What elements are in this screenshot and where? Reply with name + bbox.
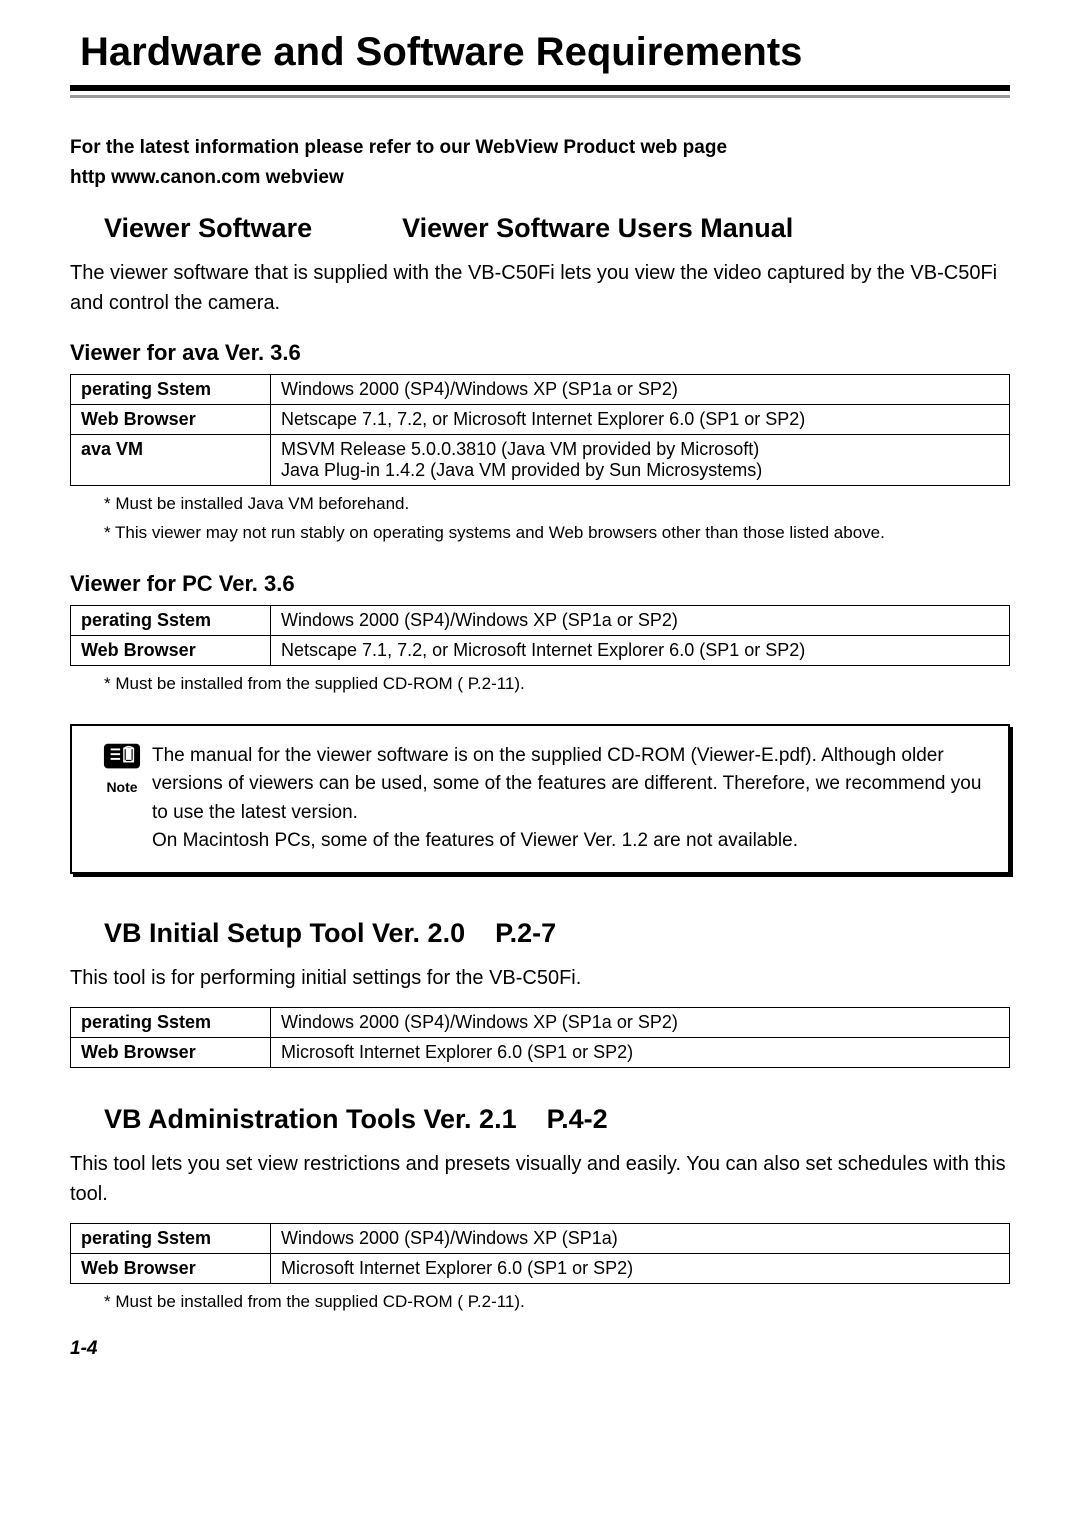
pc-note-1: * Must be installed from the supplied CD… <box>70 672 1010 696</box>
java-viewer-title: Viewer for ava Ver. 3.6 <box>70 340 1010 366</box>
table-row: perating Sstem Windows 2000 (SP4)/Window… <box>71 1223 1010 1253</box>
cell-label: Web Browser <box>71 1037 271 1067</box>
diamond-icon <box>66 919 94 947</box>
admin-note-1: * Must be installed from the supplied CD… <box>70 1290 1010 1314</box>
diamond-icon <box>66 1105 94 1133</box>
intro-line-1: For the latest information please refer … <box>70 134 1010 163</box>
cell-label: perating Sstem <box>71 1007 271 1037</box>
cell-label: ava VM <box>71 434 271 485</box>
setup-tool-heading: VB Initial Setup Tool Ver. 2.0 P.2-7 <box>70 918 1010 949</box>
setup-tool-pref: P.2-7 <box>495 918 556 949</box>
pc-viewer-table: perating Sstem Windows 2000 (SP4)/Window… <box>70 605 1010 666</box>
cell-label: Web Browser <box>71 404 271 434</box>
pc-viewer-title: Viewer for PC Ver. 3.6 <box>70 571 1010 597</box>
cell-value: Windows 2000 (SP4)/Windows XP (SP1a or S… <box>271 374 1010 404</box>
note-icon-wrap: Note <box>92 742 152 856</box>
table-row: Web Browser Netscape 7.1, 7.2, or Micros… <box>71 404 1010 434</box>
cell-value: MSVM Release 5.0.0.3810 (Java VM provide… <box>271 434 1010 485</box>
cell-label: perating Sstem <box>71 374 271 404</box>
note-box: Note The manual for the viewer software … <box>70 724 1010 874</box>
title-rule <box>70 95 1010 98</box>
table-row: Web Browser Microsoft Internet Explorer … <box>71 1253 1010 1283</box>
note-icon <box>103 742 141 772</box>
viewer-desc: The viewer software that is supplied wit… <box>70 258 1010 318</box>
diamond-icon <box>66 214 94 242</box>
java-viewer-table: perating Sstem Windows 2000 (SP4)/Window… <box>70 374 1010 486</box>
admin-tools-pref: P.4-2 <box>547 1104 608 1135</box>
admin-tools-heading: VB Administration Tools Ver. 2.1 P.4-2 <box>70 1104 1010 1135</box>
setup-tool-section: VB Initial Setup Tool Ver. 2.0 P.2-7 Thi… <box>70 918 1010 1068</box>
setup-tool-desc: This tool is for performing initial sett… <box>70 963 1010 993</box>
admin-tools-heading-text: VB Administration Tools Ver. 2.1 <box>104 1104 517 1135</box>
java-note-1: * Must be installed Java VM beforehand. <box>70 492 1010 516</box>
cell-label: perating Sstem <box>71 1223 271 1253</box>
page-title: Hardware and Software Requirements <box>80 30 1010 75</box>
admin-tools-section: VB Administration Tools Ver. 2.1 P.4-2 T… <box>70 1104 1010 1314</box>
cell-value: Windows 2000 (SP4)/Windows XP (SP1a or S… <box>271 1007 1010 1037</box>
cell-label: perating Sstem <box>71 606 271 636</box>
viewer-section-heading: Viewer Software Viewer Software Users Ma… <box>70 213 1010 244</box>
table-row: perating Sstem Windows 2000 (SP4)/Window… <box>71 374 1010 404</box>
viewer-heading-text: Viewer Software <box>104 213 312 244</box>
setup-tool-heading-text: VB Initial Setup Tool Ver. 2.0 <box>104 918 465 949</box>
cell-value: Microsoft Internet Explorer 6.0 (SP1 or … <box>271 1037 1010 1067</box>
table-row: Web Browser Netscape 7.1, 7.2, or Micros… <box>71 636 1010 666</box>
admin-tools-desc: This tool lets you set view restrictions… <box>70 1149 1010 1209</box>
cell-value: Netscape 7.1, 7.2, or Microsoft Internet… <box>271 636 1010 666</box>
cell-value: Microsoft Internet Explorer 6.0 (SP1 or … <box>271 1253 1010 1283</box>
cell-label: Web Browser <box>71 636 271 666</box>
intro-url: http www.canon.com webview <box>70 167 1010 189</box>
java-note-2: * This viewer may not run stably on oper… <box>70 521 1010 545</box>
table-row: ava VM MSVM Release 5.0.0.3810 (Java VM … <box>71 434 1010 485</box>
cell-value: Windows 2000 (SP4)/Windows XP (SP1a) <box>271 1223 1010 1253</box>
setup-tool-table: perating Sstem Windows 2000 (SP4)/Window… <box>70 1007 1010 1068</box>
table-row: perating Sstem Windows 2000 (SP4)/Window… <box>71 606 1010 636</box>
viewer-subheading: Viewer Software Users Manual <box>402 213 793 244</box>
cell-value: Windows 2000 (SP4)/Windows XP (SP1a or S… <box>271 606 1010 636</box>
cell-value: Netscape 7.1, 7.2, or Microsoft Internet… <box>271 404 1010 434</box>
admin-tools-table: perating Sstem Windows 2000 (SP4)/Window… <box>70 1223 1010 1284</box>
note-label: Note <box>92 779 152 795</box>
page-number: 1-4 <box>70 1338 1010 1360</box>
table-row: Web Browser Microsoft Internet Explorer … <box>71 1037 1010 1067</box>
table-row: perating Sstem Windows 2000 (SP4)/Window… <box>71 1007 1010 1037</box>
title-bar: Hardware and Software Requirements <box>70 30 1010 91</box>
cell-label: Web Browser <box>71 1253 271 1283</box>
note-text: The manual for the viewer software is on… <box>152 742 988 856</box>
